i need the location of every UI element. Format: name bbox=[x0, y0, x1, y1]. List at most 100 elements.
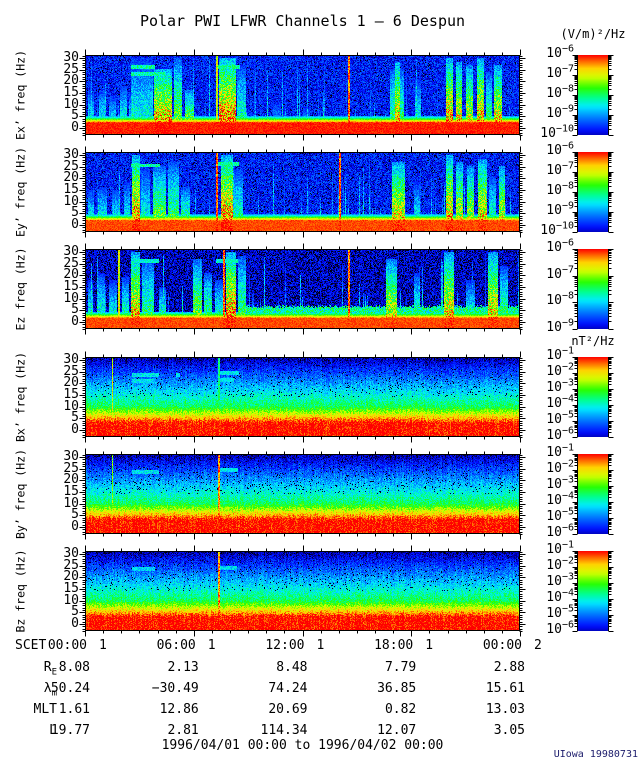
ephemeris-value: 74.24 bbox=[268, 681, 308, 696]
scet-time-label: 12:00 bbox=[265, 638, 305, 653]
y-tick-label: 10 bbox=[63, 290, 79, 306]
y-tick-label: 5 bbox=[71, 604, 79, 620]
y-tick-label: 0 bbox=[71, 519, 79, 534]
y-tick-label: 20 bbox=[63, 472, 79, 488]
ephemeris-value: 15.61 bbox=[485, 681, 525, 696]
spectrogram-panel-by bbox=[85, 454, 520, 534]
ephemeris-value: 7.79 bbox=[384, 660, 417, 675]
y-axis-label-ez: Ez freq (Hz) bbox=[13, 247, 28, 331]
y-tick-label: 30 bbox=[63, 449, 79, 465]
ephemeris-value: 50.24 bbox=[50, 681, 90, 696]
colorbar-tick-label: 10−7 bbox=[546, 160, 574, 178]
spectrogram-panel-bx bbox=[85, 357, 520, 437]
colorbar-tick-label: 10−6 bbox=[546, 237, 574, 255]
colorbar-tick-label: 10−10 bbox=[540, 220, 574, 238]
colorbar-tick-label: 10−9 bbox=[546, 317, 574, 335]
ephemeris-value: −30.49 bbox=[151, 681, 199, 696]
y-tick-label: 0 bbox=[71, 120, 79, 135]
y-tick-label: 15 bbox=[63, 279, 79, 295]
y-tick-label: 10 bbox=[63, 96, 79, 112]
colorbar-ez bbox=[578, 249, 608, 329]
y-tick-label: 30 bbox=[63, 546, 79, 562]
y-tick-label: 25 bbox=[63, 460, 79, 476]
colorbar-tick-label: 10−6 bbox=[546, 43, 574, 61]
y-tick-label: 30 bbox=[63, 352, 79, 368]
colorbar-tick-label: 10−5 bbox=[546, 409, 574, 427]
scet-day-label: 1 bbox=[207, 638, 216, 653]
colorbar-tick-label: 10−4 bbox=[546, 490, 574, 508]
ephemeris-value: 3.05 bbox=[493, 723, 525, 738]
y-tick-label: 30 bbox=[63, 147, 79, 163]
colorbar-unit-electric: (V/m)²/Hz bbox=[560, 27, 626, 41]
ephemeris-value: 19.77 bbox=[50, 723, 90, 738]
colorbar-bx bbox=[578, 357, 608, 437]
y-tick-label: 25 bbox=[63, 255, 79, 271]
colorbar-tick-label: 10−9 bbox=[546, 103, 574, 121]
scet-day-label: 1 bbox=[316, 638, 325, 653]
spectrogram-panel-bz bbox=[85, 551, 520, 631]
colorbar-tick-label: 10−6 bbox=[546, 619, 574, 637]
colorbar-tick-label: 10−3 bbox=[546, 377, 574, 395]
y-axis-label-bz: Bz freq (Hz) bbox=[13, 549, 28, 633]
colorbar-tick-label: 10−9 bbox=[546, 200, 574, 218]
y-tick-label: 15 bbox=[63, 182, 79, 198]
scet-day-label: 2 bbox=[534, 638, 542, 653]
y-tick-label: 30 bbox=[63, 50, 79, 66]
ephemeris-row-label: L bbox=[49, 723, 57, 738]
y-tick-label: 25 bbox=[63, 61, 79, 77]
colorbar-tick-label: 10−1 bbox=[546, 442, 574, 460]
y-tick-label: 20 bbox=[63, 375, 79, 391]
colorbar-bz bbox=[578, 551, 608, 631]
colorbar-tick-label: 10−7 bbox=[546, 63, 574, 81]
colorbar-tick-label: 10−3 bbox=[546, 474, 574, 492]
y-tick-label: 30 bbox=[63, 244, 79, 260]
y-tick-label: 20 bbox=[63, 73, 79, 89]
ephemeris-value: 8.08 bbox=[58, 660, 90, 675]
ephemeris-value: 2.13 bbox=[167, 660, 199, 675]
colorbar-tick-label: 10−4 bbox=[546, 393, 574, 411]
y-tick-label: 10 bbox=[63, 398, 79, 414]
colorbar-tick-label: 10−5 bbox=[546, 506, 574, 524]
colorbar-tick-label: 10−7 bbox=[546, 264, 574, 282]
credit-label: UIowa 19980731 bbox=[553, 749, 638, 760]
spectrogram-panel-ex bbox=[85, 55, 520, 135]
colorbar-by bbox=[578, 454, 608, 534]
ephemeris-value: 114.34 bbox=[260, 723, 308, 738]
y-tick-label: 10 bbox=[63, 592, 79, 608]
colorbar-tick-label: 10−4 bbox=[546, 587, 574, 605]
ephemeris-value: 2.88 bbox=[493, 660, 525, 675]
y-axis-label-ey: Ey’ freq (Hz) bbox=[13, 146, 28, 238]
ephemeris-value: 20.69 bbox=[268, 702, 308, 717]
page-title: Polar PWI LFWR Channels 1 — 6 Despun bbox=[139, 12, 466, 30]
y-tick-label: 5 bbox=[71, 108, 79, 124]
colorbar-ex bbox=[578, 55, 608, 135]
y-tick-label: 0 bbox=[71, 314, 79, 329]
ephemeris-row-label: MLT bbox=[33, 702, 57, 717]
colorbar-tick-label: 10−8 bbox=[546, 291, 574, 309]
colorbar-ey bbox=[578, 152, 608, 232]
ephemeris-value: 8.48 bbox=[276, 660, 308, 675]
ephemeris-value: 12.86 bbox=[159, 702, 199, 717]
scet-day-label: 1 bbox=[99, 638, 107, 653]
ephemeris-value: 13.03 bbox=[485, 702, 525, 717]
colorbar-tick-label: 10−1 bbox=[546, 539, 574, 557]
scet-time-label: 18:00 bbox=[374, 638, 414, 653]
y-tick-label: 15 bbox=[63, 484, 79, 500]
colorbar-tick-label: 10−3 bbox=[546, 571, 574, 589]
spectrogram-panel-ez bbox=[85, 249, 520, 329]
y-tick-label: 0 bbox=[71, 616, 79, 631]
y-tick-label: 20 bbox=[63, 569, 79, 585]
ephemeris-value: 0.82 bbox=[384, 702, 417, 717]
date-range-label: 1996/04/01 00:00 to 1996/04/02 00:00 bbox=[161, 738, 444, 753]
y-axis-label-bx: Bx’ freq (Hz) bbox=[13, 351, 28, 443]
ephemeris-value: 12.07 bbox=[377, 723, 417, 738]
colorbar-tick-label: 10−6 bbox=[546, 522, 574, 540]
ephemeris-value: 1.61 bbox=[58, 702, 90, 717]
colorbar-tick-label: 10−10 bbox=[540, 123, 574, 141]
scet-time-label: 06:00 bbox=[156, 638, 196, 653]
y-tick-label: 10 bbox=[63, 495, 79, 511]
scet-time-label: 00:00 bbox=[47, 638, 87, 653]
y-tick-label: 15 bbox=[63, 581, 79, 597]
y-tick-label: 25 bbox=[63, 158, 79, 174]
